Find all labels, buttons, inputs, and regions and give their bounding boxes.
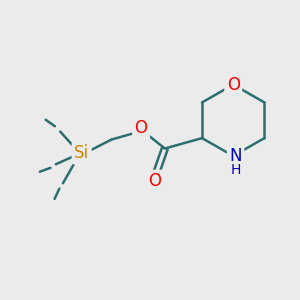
- Text: N: N: [229, 147, 242, 165]
- Text: O: O: [148, 172, 161, 190]
- Text: O: O: [227, 76, 240, 94]
- Text: Si: Si: [74, 144, 89, 162]
- Text: O: O: [135, 119, 148, 137]
- Text: H: H: [230, 163, 241, 177]
